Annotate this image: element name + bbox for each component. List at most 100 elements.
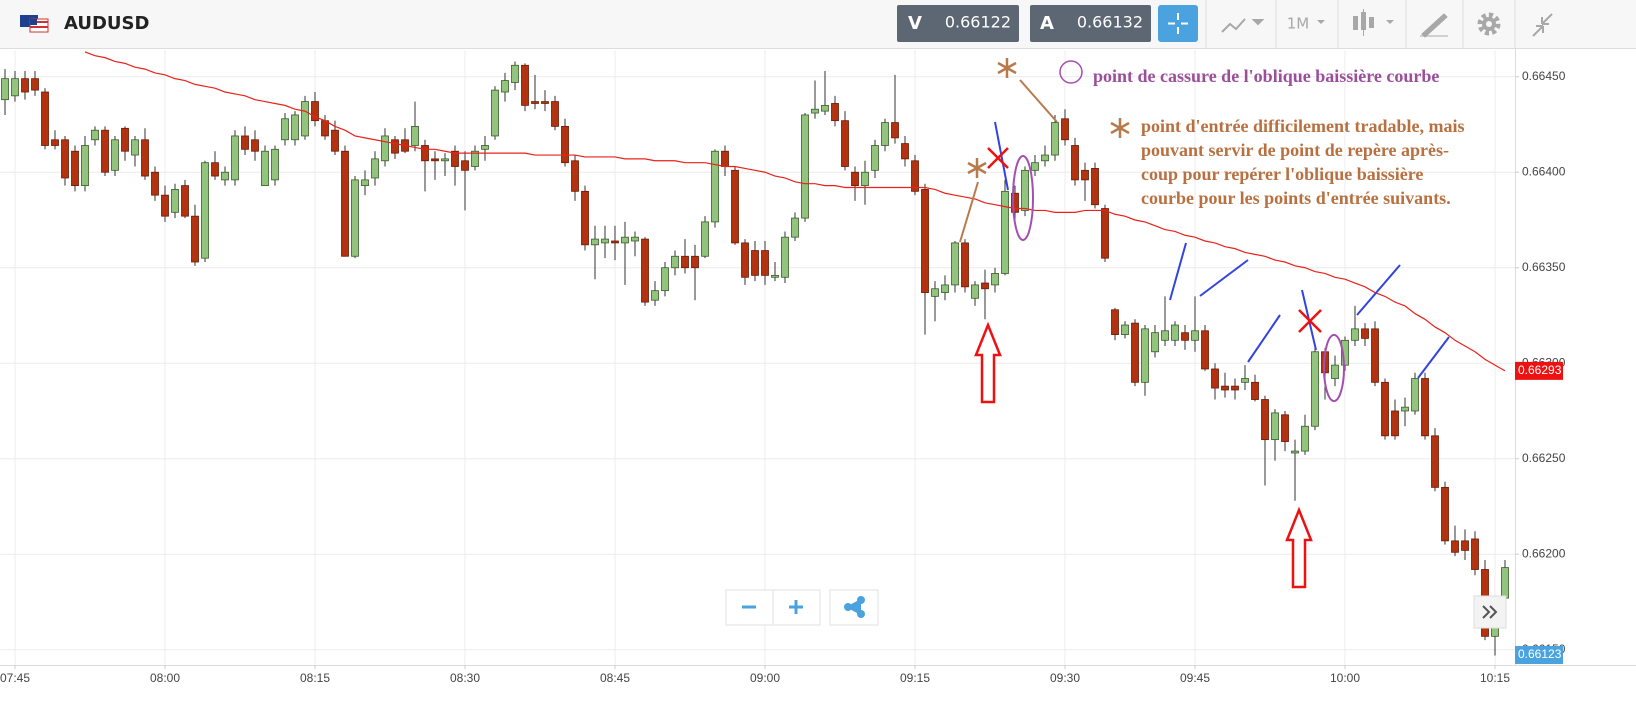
candle-body bbox=[871, 145, 879, 171]
candle-body bbox=[361, 179, 369, 187]
candle-body bbox=[861, 171, 869, 187]
candle-body bbox=[761, 250, 769, 276]
candle-body bbox=[841, 120, 849, 167]
x-tick-label: 07:45 bbox=[0, 671, 30, 685]
collapse-button[interactable] bbox=[1532, 13, 1553, 37]
candle-body bbox=[51, 139, 59, 146]
candle-body bbox=[31, 78, 39, 91]
candle-body bbox=[571, 160, 579, 192]
header-bar bbox=[0, 0, 1636, 48]
candle-body bbox=[1441, 486, 1449, 542]
candle-body bbox=[1041, 154, 1049, 162]
candle-body bbox=[1421, 378, 1429, 437]
y-tick-label: 0.66400 bbox=[1522, 164, 1566, 178]
x-tick-label: 09:00 bbox=[750, 671, 780, 685]
candle-body bbox=[1381, 381, 1389, 437]
price-tags: 0.66293 0.66123 bbox=[1515, 361, 1563, 664]
star-note-line: pouvant servir de point de repère après- bbox=[1141, 140, 1449, 160]
ma-line bbox=[84, 51, 1506, 372]
candle-body bbox=[751, 250, 759, 276]
candle-body bbox=[391, 139, 399, 154]
candle-body bbox=[1281, 414, 1289, 442]
price-tag-label: 0.66123 bbox=[1518, 647, 1562, 661]
x-tick-label: 09:15 bbox=[900, 671, 930, 685]
y-tick-label: 0.66450 bbox=[1522, 69, 1566, 83]
candle-body bbox=[1231, 385, 1239, 391]
candle-body bbox=[411, 125, 419, 146]
zoom-in-button[interactable] bbox=[789, 600, 803, 614]
scroll-end-button[interactable] bbox=[1473, 595, 1507, 629]
candle-body bbox=[1171, 324, 1179, 341]
candle-body bbox=[1081, 169, 1089, 181]
candle-body bbox=[631, 236, 639, 242]
candle-body bbox=[41, 91, 49, 146]
x-tick-label: 10:00 bbox=[1330, 671, 1360, 685]
candle-body bbox=[511, 64, 519, 83]
sell-button[interactable] bbox=[897, 5, 1019, 42]
header-separators bbox=[1205, 0, 1516, 48]
candle-body bbox=[1431, 435, 1439, 488]
candle-body bbox=[901, 143, 909, 160]
x-tick-label: 08:15 bbox=[300, 671, 330, 685]
candle-body bbox=[1191, 330, 1199, 341]
candle-body bbox=[991, 273, 999, 286]
candle-body bbox=[141, 139, 149, 177]
settings-button[interactable] bbox=[1477, 12, 1501, 36]
star-note-line: point d'entrée difficilement tradable, m… bbox=[1141, 116, 1464, 136]
candle-body bbox=[891, 122, 899, 139]
candle-body bbox=[1501, 567, 1509, 599]
candle-type-button[interactable] bbox=[1353, 9, 1394, 36]
x-tick-label: 08:30 bbox=[450, 671, 480, 685]
candle-body bbox=[1291, 450, 1299, 454]
chart-type-button[interactable] bbox=[1221, 18, 1265, 33]
candle-body bbox=[191, 215, 199, 263]
candle-body bbox=[1221, 385, 1229, 391]
candle-body bbox=[651, 290, 659, 301]
candle-body bbox=[791, 217, 799, 238]
candle-body bbox=[1341, 339, 1349, 366]
candle-body bbox=[591, 238, 599, 246]
share-button[interactable] bbox=[844, 596, 865, 618]
trend-lines bbox=[994, 121, 1450, 379]
candle-body bbox=[771, 274, 779, 278]
circle-legend-mark bbox=[1059, 60, 1083, 84]
candle-body bbox=[1301, 425, 1309, 452]
candle-body bbox=[201, 162, 209, 259]
candle-body bbox=[1241, 378, 1249, 383]
candle-body bbox=[1181, 332, 1189, 341]
candle-body bbox=[541, 101, 549, 104]
candle-body bbox=[161, 194, 169, 217]
candle-body bbox=[1011, 192, 1019, 213]
timeframe[interactable]: 1M bbox=[1287, 15, 1310, 33]
price-tag-label: 0.66293 bbox=[1518, 363, 1562, 377]
x-tick-label: 09:30 bbox=[1050, 671, 1080, 685]
candle-body bbox=[971, 284, 979, 299]
candle-body bbox=[951, 242, 959, 286]
candle-body bbox=[331, 129, 339, 152]
draw-button[interactable] bbox=[1420, 13, 1448, 38]
candle-body bbox=[1201, 330, 1209, 370]
candle-body bbox=[521, 64, 529, 106]
crosshair-button[interactable] bbox=[1158, 5, 1198, 42]
buy-button[interactable] bbox=[1030, 5, 1151, 42]
candle-body bbox=[471, 150, 479, 167]
candle-body bbox=[21, 78, 29, 93]
x-tick-label: 10:15 bbox=[1480, 671, 1510, 685]
candle-body bbox=[921, 189, 929, 293]
flag-icon bbox=[20, 15, 49, 33]
candle-body bbox=[81, 145, 89, 187]
candle-body bbox=[1021, 169, 1029, 211]
candle-body bbox=[1351, 328, 1359, 341]
star-note-line: courbe pour les points d'entrée suivants… bbox=[1141, 188, 1451, 208]
candle-body bbox=[1261, 399, 1269, 441]
candle-body bbox=[1451, 540, 1459, 553]
cross-marks bbox=[987, 147, 1322, 333]
candle-body bbox=[941, 284, 949, 293]
candle-body bbox=[831, 103, 839, 122]
candle-body bbox=[1051, 122, 1059, 156]
candle-body bbox=[1141, 328, 1149, 383]
x-tick-label: 08:45 bbox=[600, 671, 630, 685]
entry-arrows bbox=[974, 321, 1313, 589]
buy-price: 0.66132 bbox=[1077, 13, 1143, 32]
